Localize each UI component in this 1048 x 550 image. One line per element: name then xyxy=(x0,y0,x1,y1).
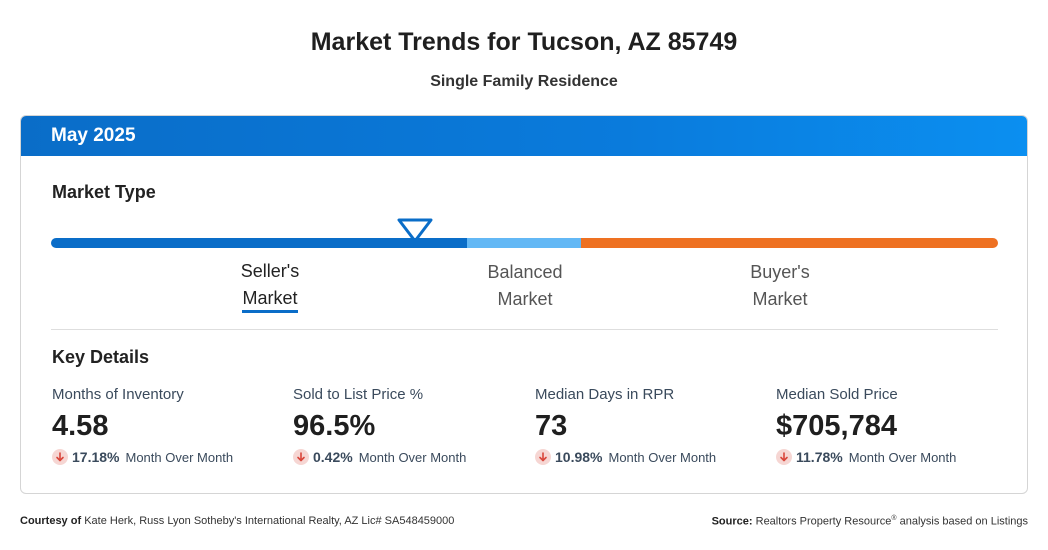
stat-change-percent: 11.78% xyxy=(796,449,843,465)
stat-change: 0.42% Month Over Month xyxy=(293,449,523,465)
arrow-down-icon xyxy=(293,449,309,465)
seller-market-bar xyxy=(51,238,467,248)
registered-mark: ® xyxy=(891,515,897,522)
courtesy-label: Courtesy of xyxy=(20,515,82,527)
triangle-pointer-icon xyxy=(397,218,433,243)
stat-sold-to-list-price: Sold to List Price % 96.5% 0.42% Month O… xyxy=(293,386,523,465)
stat-label: Sold to List Price % xyxy=(293,386,424,403)
balanced-market-bar xyxy=(467,238,581,248)
buyer-market-bar xyxy=(581,238,998,248)
page-title: Market Trends for Tucson, AZ 85749 xyxy=(310,28,738,56)
stat-change-label: Month Over Month xyxy=(848,449,957,465)
stat-value: 73 xyxy=(535,410,568,442)
market-type-heading: Market Type xyxy=(52,182,156,202)
stat-change: 10.98% Month Over Month xyxy=(535,449,765,465)
source-footer: Source: Realtors Property Resource® anal… xyxy=(712,515,1028,528)
source-text: Realtors Property Resource xyxy=(755,515,892,528)
arrow-down-icon xyxy=(776,449,792,465)
stat-value: 96.5% xyxy=(293,410,376,442)
balanced-market-label: Balanced Market xyxy=(471,259,579,313)
stat-label: Median Days in RPR xyxy=(535,386,675,403)
key-details-heading: Key Details xyxy=(52,347,150,367)
stat-label: Months of Inventory xyxy=(52,386,184,403)
stat-value: $705,784 xyxy=(776,410,897,442)
market-trends-card: May 2025 Market Type Seller's Market Bal… xyxy=(20,115,1028,494)
seller-market-label: Seller's Market xyxy=(221,258,319,313)
seller-market-label-line2: Market xyxy=(242,286,298,313)
stat-value: 4.58 xyxy=(52,410,109,442)
courtesy-footer: Courtesy of Kate Herk, Russ Lyon Sotheby… xyxy=(20,515,454,527)
stat-months-of-inventory: Months of Inventory 4.58 17.18% Month Ov… xyxy=(52,386,282,465)
buyer-market-label: Buyer's Market xyxy=(736,259,824,313)
buyer-market-label-line2: Market xyxy=(752,289,808,309)
stat-change-label: Month Over Month xyxy=(608,449,717,465)
arrow-down-icon xyxy=(52,449,68,465)
arrow-down-icon xyxy=(535,449,551,465)
balanced-market-label-line2: Market xyxy=(497,289,553,309)
stat-change-label: Month Over Month xyxy=(125,449,234,465)
stat-change-label: Month Over Month xyxy=(358,449,467,465)
stat-change-percent: 17.18% xyxy=(72,449,120,465)
stat-change-percent: 0.42% xyxy=(313,449,353,465)
section-divider xyxy=(51,329,998,330)
courtesy-text: Kate Herk, Russ Lyon Sotheby's Internati… xyxy=(84,515,455,527)
source-label: Source: xyxy=(711,515,753,528)
stat-change: 11.78% Month Over Month xyxy=(776,449,1006,465)
stat-change-percent: 10.98% xyxy=(555,449,603,465)
stat-median-sold-price: Median Sold Price $705,784 11.78% Month … xyxy=(776,386,1006,465)
balanced-market-label-line1: Balanced xyxy=(487,262,563,282)
stat-label: Median Sold Price xyxy=(776,386,898,403)
seller-market-label-line1: Seller's xyxy=(240,261,300,281)
page-subtitle: Single Family Residence xyxy=(430,73,618,90)
buyer-market-label-line1: Buyer's xyxy=(750,262,810,282)
month-header: May 2025 xyxy=(21,116,1027,156)
source-text-suffix: analysis based on Listings xyxy=(896,515,1028,528)
stat-median-days-in-rpr: Median Days in RPR 73 10.98% Month Over … xyxy=(535,386,765,465)
stat-change: 17.18% Month Over Month xyxy=(52,449,282,465)
